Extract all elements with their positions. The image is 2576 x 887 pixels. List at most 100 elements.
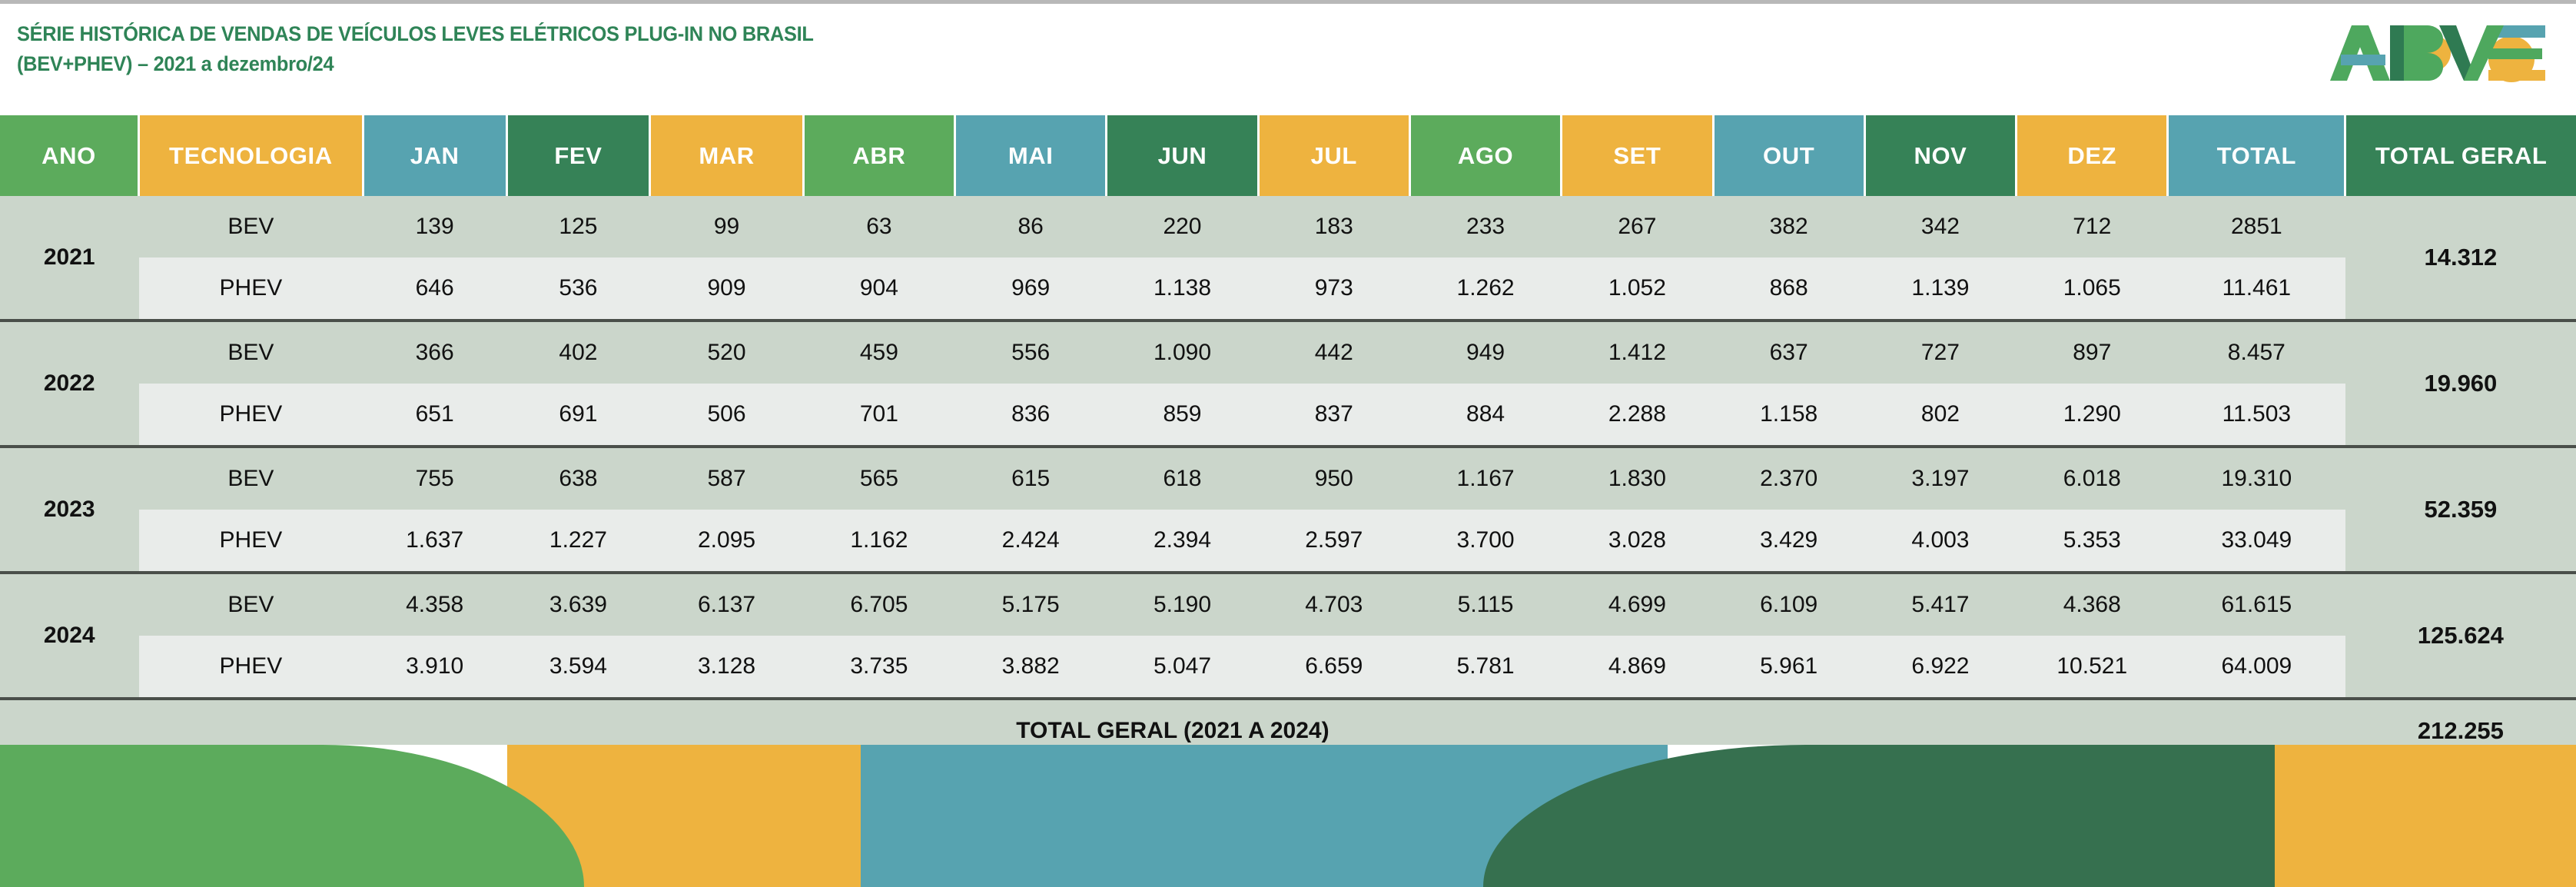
month-value-cell: 86 — [954, 196, 1107, 257]
technology-cell: PHEV — [138, 384, 363, 447]
technology-cell: PHEV — [138, 636, 363, 699]
month-value-cell: 10.521 — [2016, 636, 2168, 699]
table-row: PHEV 1.637 1.227 2.095 1.162 2.424 2.394 2.597 3… — [0, 510, 2576, 573]
month-value-cell: 691 — [506, 384, 650, 447]
row-total-cell: 61.615 — [2167, 571, 2345, 636]
year-cell: 2021 — [0, 196, 139, 321]
month-value-cell: 5.781 — [1409, 636, 1562, 699]
month-value-cell: 727 — [1864, 319, 2017, 384]
month-value-cell: 949 — [1409, 319, 1562, 384]
month-value-cell: 1.065 — [2016, 257, 2168, 321]
month-value-cell: 836 — [954, 384, 1107, 447]
month-value-cell: 2.370 — [1713, 445, 1865, 510]
month-value-cell: 556 — [954, 319, 1107, 384]
month-value-cell: 1.162 — [803, 510, 955, 573]
footer-shape-amber-right — [2275, 745, 2576, 887]
column-header-dez[interactable]: DEZ — [2016, 115, 2169, 196]
column-header-tecnologia[interactable]: TECNOLOGIA — [138, 115, 364, 196]
month-value-cell: 220 — [1106, 196, 1259, 257]
month-value-cell: 3.429 — [1713, 510, 1865, 573]
month-value-cell: 4.368 — [2016, 571, 2168, 636]
month-value-cell: 1.412 — [1561, 319, 1714, 384]
column-header-nov[interactable]: NOV — [1864, 115, 2018, 196]
month-value-cell: 233 — [1409, 196, 1562, 257]
month-value-cell: 382 — [1713, 196, 1865, 257]
page-title: SÉRIE HISTÓRICA DE VENDAS DE VEÍCULOS LE… — [17, 19, 865, 79]
month-value-cell: 63 — [803, 196, 955, 257]
group-total-geral-cell: 52.359 — [2345, 445, 2576, 573]
month-value-cell: 5.115 — [1409, 571, 1562, 636]
column-header-mar[interactable]: MAR — [649, 115, 805, 196]
month-value-cell: 802 — [1864, 384, 2017, 447]
month-value-cell: 520 — [649, 319, 804, 384]
month-value-cell: 701 — [803, 384, 955, 447]
month-value-cell: 5.961 — [1713, 636, 1865, 699]
column-header-total[interactable]: TOTAL — [2167, 115, 2347, 196]
month-value-cell: 615 — [954, 445, 1107, 510]
row-total-cell: 11.461 — [2167, 257, 2345, 321]
month-value-cell: 1.637 — [363, 510, 507, 573]
month-value-cell: 6.109 — [1713, 571, 1865, 636]
table-header-row: ANO TECNOLOGIA JAN FEV MAR ABR MAI JUN JUL AGO SET… — [0, 115, 2576, 196]
month-value-cell: 969 — [954, 257, 1107, 321]
column-header-mai[interactable]: MAI — [954, 115, 1108, 196]
month-value-cell: 755 — [363, 445, 507, 510]
technology-cell: BEV — [138, 196, 363, 257]
column-header-total-geral[interactable]: TOTAL GERAL — [2345, 115, 2576, 196]
column-header-out[interactable]: OUT — [1713, 115, 1866, 196]
group-total-geral-cell: 19.960 — [2345, 319, 2576, 447]
year-cell: 2023 — [0, 445, 139, 573]
month-value-cell: 1.052 — [1561, 257, 1714, 321]
month-value-cell: 3.028 — [1561, 510, 1714, 573]
month-value-cell: 2.288 — [1561, 384, 1714, 447]
month-value-cell: 6.922 — [1864, 636, 2017, 699]
month-value-cell: 3.700 — [1409, 510, 1562, 573]
technology-cell: BEV — [138, 319, 363, 384]
month-value-cell: 884 — [1409, 384, 1562, 447]
month-value-cell: 5.175 — [954, 571, 1107, 636]
month-value-cell: 587 — [649, 445, 804, 510]
row-total-cell: 2851 — [2167, 196, 2345, 257]
month-value-cell: 651 — [363, 384, 507, 447]
month-value-cell: 3.910 — [363, 636, 507, 699]
month-value-cell: 459 — [803, 319, 955, 384]
technology-cell: BEV — [138, 445, 363, 510]
month-value-cell: 6.018 — [2016, 445, 2168, 510]
month-value-cell: 868 — [1713, 257, 1865, 321]
month-value-cell: 837 — [1258, 384, 1410, 447]
month-value-cell: 4.699 — [1561, 571, 1714, 636]
month-value-cell: 6.659 — [1258, 636, 1410, 699]
row-total-cell: 33.049 — [2167, 510, 2345, 573]
column-header-jun[interactable]: JUN — [1106, 115, 1260, 196]
sales-table: ANO TECNOLOGIA JAN FEV MAR ABR MAI JUN JUL AGO SET… — [0, 115, 2576, 762]
year-cell: 2022 — [0, 319, 139, 447]
group-total-geral-cell: 125.624 — [2345, 571, 2576, 699]
month-value-cell: 2.394 — [1106, 510, 1259, 573]
month-value-cell: 3.639 — [506, 571, 650, 636]
month-value-cell: 973 — [1258, 257, 1410, 321]
month-value-cell: 5.047 — [1106, 636, 1259, 699]
column-header-jan[interactable]: JAN — [363, 115, 508, 196]
column-header-ano[interactable]: ANO — [0, 115, 140, 196]
column-header-fev[interactable]: FEV — [506, 115, 652, 196]
month-value-cell: 1.138 — [1106, 257, 1259, 321]
month-value-cell: 1.290 — [2016, 384, 2168, 447]
month-value-cell: 99 — [649, 196, 804, 257]
month-value-cell: 1.262 — [1409, 257, 1562, 321]
footer-shape-green — [0, 745, 584, 887]
month-value-cell: 2.597 — [1258, 510, 1410, 573]
month-value-cell: 897 — [2016, 319, 2168, 384]
month-value-cell: 3.882 — [954, 636, 1107, 699]
month-value-cell: 366 — [363, 319, 507, 384]
month-value-cell: 2.095 — [649, 510, 804, 573]
month-value-cell: 950 — [1258, 445, 1410, 510]
month-value-cell: 3.735 — [803, 636, 955, 699]
row-total-cell: 64.009 — [2167, 636, 2345, 699]
column-header-jul[interactable]: JUL — [1258, 115, 1411, 196]
column-header-set[interactable]: SET — [1561, 115, 1715, 196]
month-value-cell: 4.869 — [1561, 636, 1714, 699]
column-header-ago[interactable]: AGO — [1409, 115, 1563, 196]
month-value-cell: 1.090 — [1106, 319, 1259, 384]
month-value-cell: 4.003 — [1864, 510, 2017, 573]
column-header-abr[interactable]: ABR — [803, 115, 957, 196]
